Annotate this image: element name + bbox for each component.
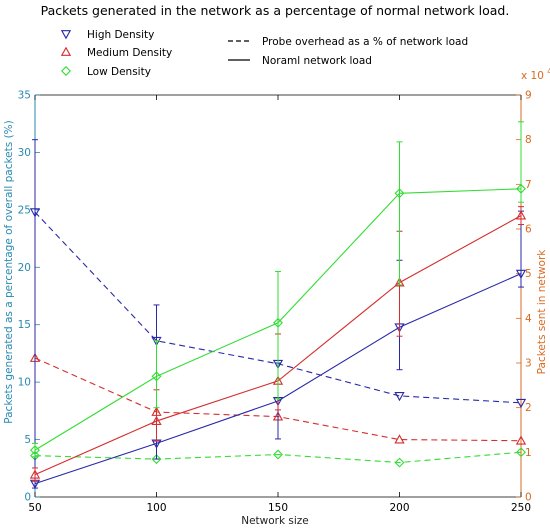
legend-marker-high <box>60 30 72 40</box>
y2-tick-label-2: 2 <box>525 402 532 414</box>
y2-axis-exponent: x 10 4 <box>521 67 550 82</box>
y2-exponent-base: x 10 <box>521 70 544 82</box>
y2-tick-label-7: 7 <box>525 179 532 191</box>
x-axis-label: Network size <box>241 515 309 527</box>
legend-label-low-density: Low Density <box>87 66 151 78</box>
y-tick-label-5: 5 <box>24 434 31 446</box>
series-line-low-density-probe <box>34 451 522 464</box>
y2-tick-label-3: 3 <box>525 358 532 370</box>
point-medium-density-probe-200 <box>394 434 405 444</box>
legend-marker-medium <box>60 46 72 56</box>
point-medium-density-load-50 <box>29 469 41 479</box>
point-low-density-probe-250 <box>516 447 526 458</box>
point-low-density-load-100 <box>151 371 162 382</box>
y-tick-label-0: 0 <box>24 492 31 504</box>
y2-tick-label-0: 0 <box>525 492 532 504</box>
point-low-density-load-150 <box>273 317 283 328</box>
y2-tick-label-9: 9 <box>525 90 532 102</box>
point-low-density-probe-150 <box>273 449 283 460</box>
y-tick-label-25: 25 <box>18 204 31 216</box>
y-tick-label-15: 15 <box>18 319 31 331</box>
y2-tick-label-5: 5 <box>525 268 532 280</box>
point-low-density-load-200 <box>394 188 405 199</box>
x-tick-label-150: 150 <box>268 502 288 514</box>
y2-tick-label-4: 4 <box>525 313 532 325</box>
legend-marker-low <box>61 66 71 76</box>
point-medium-density-probe-250 <box>515 435 527 445</box>
legend-label-high-density: High Density <box>87 29 154 41</box>
y-axis-label: Packets generated as a percentage of ove… <box>3 120 15 423</box>
y2-tick-label-6: 6 <box>525 224 532 236</box>
y-tick-label-35: 35 <box>18 90 31 102</box>
x-tick-label-100: 100 <box>146 502 166 514</box>
point-medium-density-load-250 <box>515 210 527 220</box>
y2-tick-label-8: 8 <box>525 134 532 146</box>
x-tick-label-200: 200 <box>389 502 409 514</box>
point-low-density-probe-100 <box>151 454 162 465</box>
legend: High Density Medium Density Low Density … <box>60 29 468 78</box>
legend-label-probe-overhead: Probe overhead as a % of network load <box>262 36 468 48</box>
series-layer <box>29 121 527 489</box>
y-tick-label-20: 20 <box>18 262 31 274</box>
legend-markers <box>60 30 72 76</box>
point-high-density-probe-200 <box>394 392 405 402</box>
point-low-density-load-50 <box>30 445 40 456</box>
y2-axis-label: Packets sent in network <box>536 249 548 375</box>
y-tick-label-30: 30 <box>18 147 31 159</box>
y2-tick-label-1: 1 <box>525 447 532 459</box>
series-low-density-load <box>30 121 526 458</box>
point-low-density-load-250 <box>516 183 526 194</box>
legend-label-network-load: Noraml network load <box>262 55 372 67</box>
y2-exponent-power: 4 <box>547 67 550 76</box>
point-medium-density-load-200 <box>394 277 405 287</box>
point-high-density-load-250 <box>515 269 527 279</box>
legend-label-medium-density: Medium Density <box>87 47 172 59</box>
x-tick-label-50: 50 <box>28 502 41 514</box>
y-tick-label-10: 10 <box>18 377 31 389</box>
point-low-density-probe-200 <box>394 457 405 468</box>
point-medium-density-load-100 <box>151 415 162 425</box>
chart-title: Packets generated in the network as a pe… <box>41 3 510 18</box>
point-high-density-probe-250 <box>515 398 527 409</box>
series-low-density-probe <box>30 447 526 468</box>
x-tick-label-250: 250 <box>511 502 531 514</box>
